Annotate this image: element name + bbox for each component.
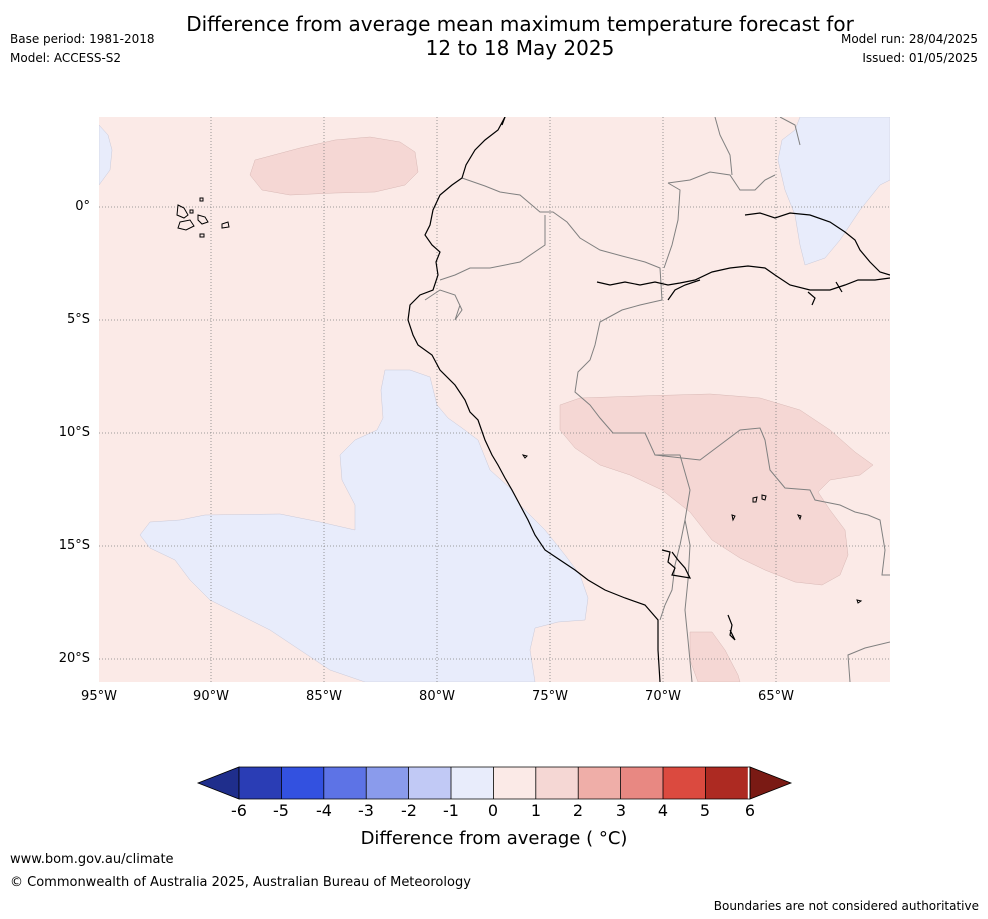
anomaly-field-1-to-2-south	[689, 631, 741, 682]
lon-label-95w: 95°W	[81, 689, 117, 704]
lat-label-20s: 20°S	[58, 651, 90, 666]
colorbar	[196, 766, 793, 800]
footer-copyright: © Commonwealth of Australia 2025, Austra…	[10, 875, 471, 890]
colorbar-bin-minus1	[451, 767, 494, 799]
colorbar-dividers	[238, 766, 751, 800]
country-borders	[424, 117, 890, 682]
colorbar-bin-1	[535, 767, 579, 799]
colorbar-tick-minus4: -4	[316, 801, 332, 820]
colorbar-tick-6: 6	[744, 801, 756, 820]
colorbar-bin-minus3	[366, 767, 409, 799]
chart-title-line-2: 12 to 18 May 2025	[425, 36, 615, 60]
colorbar-tick-3: 3	[615, 801, 627, 820]
colorbar-tick-4: 4	[657, 801, 669, 820]
anomaly-field-1-to-2-altiplano	[559, 393, 874, 586]
anomaly-field-1-to-2-pacific	[249, 136, 419, 196]
colorbar-bin-4	[663, 767, 706, 799]
colorbar-tick-minus1: -1	[443, 801, 459, 820]
colorbar-tick-minus3: -3	[358, 801, 374, 820]
lon-label-65w: 65°W	[758, 689, 794, 704]
base-period-text: Base period: 1981-2018	[10, 32, 155, 46]
colorbar-bin-minus5	[281, 767, 324, 799]
graticule	[99, 117, 890, 682]
anomaly-field-minus1-to-0-west	[99, 124, 113, 186]
colorbar-bin-2	[578, 767, 621, 799]
chart-title-line-1: Difference from average mean maximum tem…	[186, 12, 854, 36]
model-run-text: Model run: 28/04/2025	[840, 32, 978, 46]
small-islands	[521, 454, 863, 604]
lon-label-70w: 70°W	[645, 689, 681, 704]
chart-title: Difference from average mean maximum tem…	[0, 12, 988, 60]
footer-disclaimer: Boundaries are not considered authoritat…	[713, 899, 979, 913]
lat-label-15s: 15°S	[58, 538, 90, 553]
lat-label-0: 0°	[75, 199, 90, 214]
model-name-text: Model: ACCESS-S2	[10, 51, 122, 65]
colorbar-tick-2: 2	[572, 801, 584, 820]
coastline	[407, 117, 890, 682]
lon-label-75w: 75°W	[532, 689, 568, 704]
colorbar-bin-5	[705, 767, 748, 799]
colorbar-bin-minus6	[239, 767, 282, 799]
colorbar-label: Difference from average ( °C)	[360, 828, 628, 849]
colorbar-bin-minus2	[408, 767, 451, 799]
colorbar-extend-low	[196, 766, 240, 800]
colorbar-bin-minus4	[323, 767, 367, 799]
galapagos-islands	[176, 197, 230, 238]
colorbar-tick-5: 5	[699, 801, 711, 820]
colorbar-tick-0: 0	[487, 801, 499, 820]
lon-label-90w: 90°W	[193, 689, 229, 704]
anomaly-field-minus1-to-0-ocean	[139, 369, 589, 682]
colorbar-tick-minus5: -5	[273, 801, 289, 820]
lat-label-10s: 10°S	[58, 425, 90, 440]
issued-date-text: Issued: 01/05/2025	[862, 51, 978, 65]
lon-label-80w: 80°W	[419, 689, 455, 704]
map-area	[99, 117, 890, 682]
lat-label-5s: 5°S	[66, 312, 90, 327]
colorbar-bin-0	[493, 767, 536, 799]
lon-label-85w: 85°W	[306, 689, 342, 704]
colorbar-tick-1: 1	[530, 801, 542, 820]
colorbar-tick-minus2: -2	[401, 801, 417, 820]
colorbar-bin-3	[620, 767, 663, 799]
colorbar-tick-minus6: -6	[231, 801, 247, 820]
anomaly-field-minus1-to-0-northeast	[777, 117, 890, 266]
colorbar-extend-high	[749, 766, 793, 800]
footer-url: www.bom.gov.au/climate	[10, 852, 174, 867]
